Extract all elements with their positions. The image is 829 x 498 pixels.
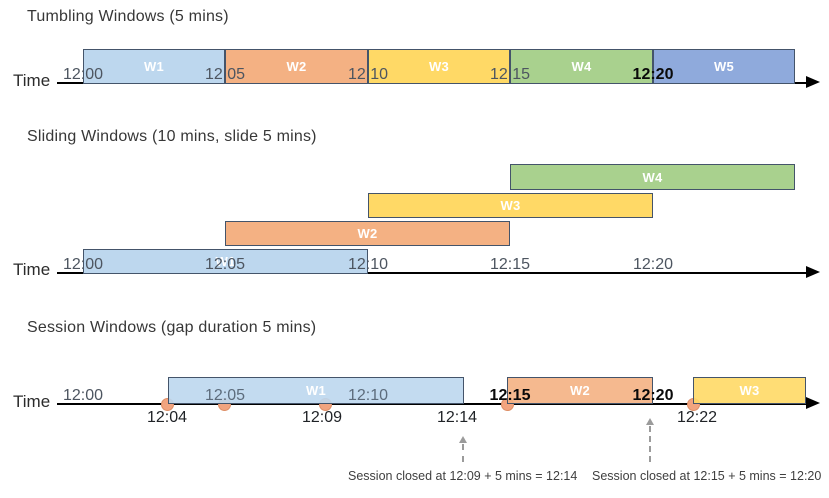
session-section-title: Session Windows (gap duration 5 mins) xyxy=(27,319,317,336)
session-tick-1200: 12:00 xyxy=(62,387,104,404)
session-event-time-1222: 12:22 xyxy=(676,409,718,426)
session-window-label-w1: W1 xyxy=(305,383,327,398)
sliding-window-box-w1: W1 xyxy=(83,249,368,274)
session-event-time-1204: 12:04 xyxy=(146,409,188,426)
tumbling-window-label-w4: W4 xyxy=(571,59,592,74)
tumbling-window-box-w1: W1 xyxy=(83,49,225,84)
session-time-axis-line xyxy=(57,403,806,405)
session-window-label-w2: W2 xyxy=(569,383,591,398)
session-callout-arrow-dash-2 xyxy=(649,426,651,462)
tumbling-window-box-w3: W3 xyxy=(368,49,510,84)
sliding-time-axis-line xyxy=(57,272,806,274)
tumbling-axis-arrowhead-icon xyxy=(806,76,820,88)
session-callout-arrow-dash-1 xyxy=(462,444,464,462)
tumbling-window-box-w2: W2 xyxy=(225,49,368,84)
sliding-section-title: Sliding Windows (10 mins, slide 5 mins) xyxy=(27,128,317,145)
sliding-window-box-w2: W2 xyxy=(225,221,510,246)
session-window-box-w2: W2 xyxy=(507,377,653,404)
tumbling-window-box-w5: W5 xyxy=(653,49,795,84)
sliding-window-box-w4: W4 xyxy=(510,164,795,190)
tumbling-window-label-w1: W1 xyxy=(143,59,165,74)
session-time-axis-label: Time xyxy=(13,392,51,411)
tumbling-section-title: Tumbling Windows (5 mins) xyxy=(27,8,229,25)
session-axis-arrowhead-icon xyxy=(806,397,820,409)
tumbling-tick-1205: 12:05 xyxy=(204,66,246,83)
tumbling-window-box-w4: W4 xyxy=(510,49,653,84)
sliding-window-label-w1: W1 xyxy=(215,254,236,269)
session-window-label-w3: W3 xyxy=(739,383,760,398)
session-callout-arrow-icon-2 xyxy=(646,418,654,425)
tumbling-tick-1220: 12:20 xyxy=(632,66,674,83)
tumbling-tick-1200: 12:00 xyxy=(62,66,104,83)
sliding-tick-1215: 12:15 xyxy=(489,256,531,273)
sliding-axis-arrowhead-icon xyxy=(806,266,820,278)
session-event-time-1209: 12:09 xyxy=(301,409,343,426)
session-event-time-1214: 12:14 xyxy=(436,409,478,426)
sliding-window-label-w2: W2 xyxy=(357,226,378,241)
session-closed-callout-2: Session closed at 12:15 + 5 mins = 12:20 xyxy=(592,469,822,483)
tumbling-window-label-w3: W3 xyxy=(428,59,450,74)
session-callout-arrow-icon-1 xyxy=(459,436,467,443)
tumbling-time-axis-label: Time xyxy=(13,71,51,90)
session-tick-1210: 12:10 xyxy=(347,387,389,404)
sliding-window-label-w4: W4 xyxy=(642,169,663,185)
session-tick-1205: 12:05 xyxy=(204,387,246,404)
tumbling-window-label-w2: W2 xyxy=(286,59,307,74)
session-tick-1220: 12:20 xyxy=(632,387,674,404)
session-window-box-w1: W1 xyxy=(168,377,464,404)
tumbling-tick-1215: 12:15 xyxy=(489,66,531,83)
session-window-box-w3: W3 xyxy=(693,377,806,404)
session-tick-1215: 12:15 xyxy=(489,387,531,404)
sliding-tick-1205: 12:05 xyxy=(204,256,246,273)
sliding-tick-1200: 12:00 xyxy=(62,256,104,273)
sliding-time-axis-label: Time xyxy=(13,260,51,279)
sliding-tick-1220: 12:20 xyxy=(632,256,674,273)
sliding-window-label-w3: W3 xyxy=(500,198,521,213)
sliding-tick-1210: 12:10 xyxy=(347,256,389,273)
session-closed-callout-1: Session closed at 12:09 + 5 mins = 12:14 xyxy=(348,469,578,483)
tumbling-tick-1210: 12:10 xyxy=(347,66,389,83)
sliding-window-box-w3: W3 xyxy=(368,193,653,218)
tumbling-window-label-w5: W5 xyxy=(713,59,735,74)
